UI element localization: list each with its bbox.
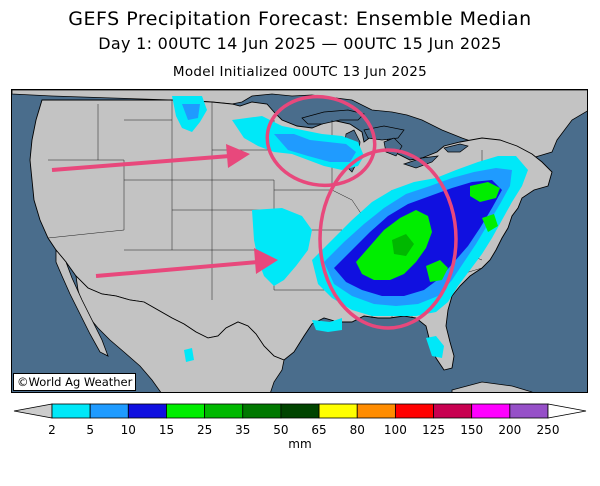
colorbar-tick-label: 150: [460, 423, 484, 437]
annotation-circles: [265, 94, 458, 330]
southern-arrow-head: [254, 248, 278, 274]
colorbar-swatch: [280, 403, 320, 419]
colorbar-tick-label: 5: [86, 423, 94, 437]
colorbar-swatch: [204, 403, 244, 419]
colorbar-swatch: [356, 403, 396, 419]
valid-period: Day 1: 00UTC 14 Jun 2025 — 00UTC 15 Jun …: [98, 34, 502, 53]
colorbar-swatch: [89, 403, 129, 419]
colorbar-tick-label: 25: [196, 423, 213, 437]
colorbar-swatches: [13, 403, 587, 419]
colorbar-swatch: [242, 403, 282, 419]
colorbar-tick-label: 200: [498, 423, 522, 437]
annotation-arrows: [51, 144, 278, 278]
northern-arrow-shaft: [51, 154, 231, 172]
model-init-line: Model Initialized 00UTC 13 Jun 2025: [172, 64, 428, 80]
colorbar-over-triangle: [547, 403, 587, 419]
mexico-land: [75, 274, 285, 392]
colorbar-swatch: [51, 403, 91, 419]
colorbar-swatch: [433, 403, 473, 419]
colorbar-swatch: [318, 403, 358, 419]
precip-shading: [172, 96, 528, 362]
colorbar-tick-label: 65: [311, 423, 327, 437]
colorbar-tick-label: 2: [48, 423, 56, 437]
map-canvas: [12, 90, 587, 392]
colorbar-tick-label: 10: [120, 423, 136, 437]
colorbar-swatch: [394, 403, 434, 419]
baja-california: [55, 248, 109, 357]
colorbar-swatch: [166, 403, 206, 419]
cuba-land: [451, 381, 533, 392]
colorbar-tick-label: 80: [349, 423, 365, 437]
southern-arrow-shaft: [95, 260, 259, 278]
colorbar-swatch: [509, 403, 549, 419]
colorbar: 2 5 10 15 25 35 50 65 80 100 125 150 200 250 mm: [0, 400, 600, 460]
colorbar-tick-label: 50: [273, 423, 289, 437]
colorbar-units: mm: [288, 437, 312, 451]
colorbar-swatch: [471, 403, 511, 419]
colorbar-swatch: [127, 403, 167, 419]
colorbar-tick-label: 35: [235, 423, 251, 437]
colorbar-tick-label: 250: [536, 423, 560, 437]
precip-map: [11, 89, 588, 393]
map-title: GEFS Precipitation Forecast: Ensemble Me…: [68, 8, 532, 30]
southeast-circle: [318, 148, 458, 330]
colorbar-tick-label: 125: [422, 423, 445, 437]
colorbar-under-triangle: [13, 403, 53, 419]
northern-arrow-head: [226, 144, 250, 168]
colorbar-tick-label: 15: [158, 423, 175, 437]
colorbar-tick-label: 100: [383, 423, 407, 437]
credit-label: ©World Ag Weather: [13, 373, 137, 391]
